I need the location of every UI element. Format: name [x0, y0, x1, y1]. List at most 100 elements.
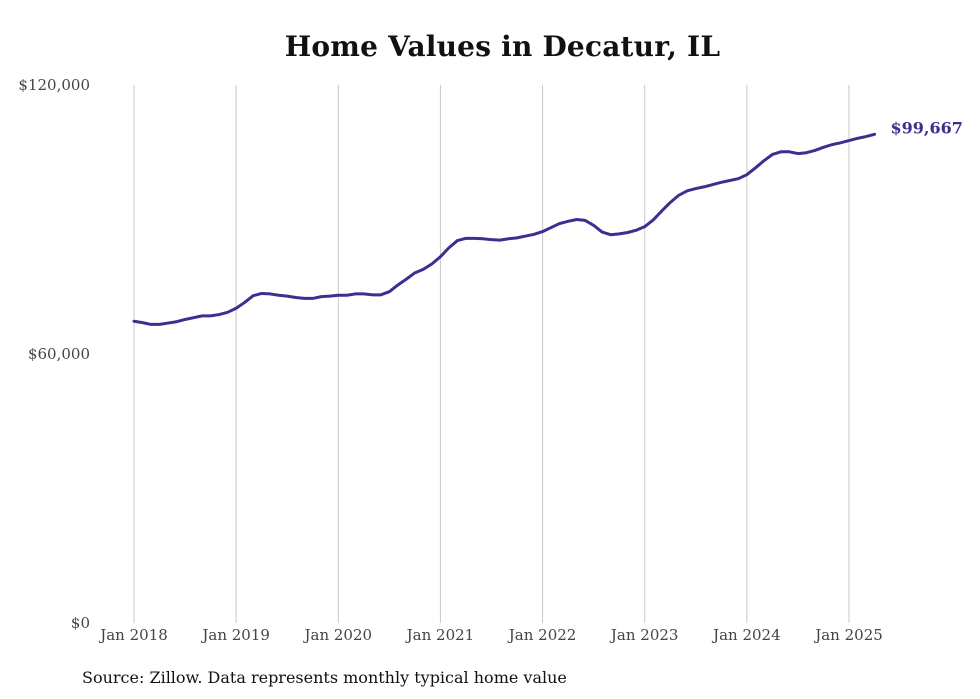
- gridlines: [133, 85, 850, 623]
- data-point-2022-08: [601, 231, 604, 234]
- data-point-2020-07: [388, 290, 391, 293]
- data-point-2021-12: [533, 233, 536, 236]
- data-point-2024-01: [745, 173, 748, 176]
- data-point-2024-07: [796, 152, 799, 155]
- source-note: Source: Zillow. Data represents monthly …: [82, 668, 567, 687]
- data-point-2023-07: [694, 187, 697, 190]
- data-point-2024-06: [788, 150, 791, 153]
- data-point-2023-01: [643, 225, 646, 228]
- data-point-2018-07: [184, 318, 187, 321]
- data-point-2024-03: [762, 159, 765, 162]
- x-tick-label: Jan 2023: [609, 626, 679, 644]
- data-point-2018-02: [141, 321, 144, 324]
- data-point-2022-04: [567, 220, 570, 223]
- label-layer: $99,667: [891, 118, 963, 137]
- data-point-2024-12: [839, 141, 842, 144]
- x-tick-label: Jan 2018: [98, 626, 168, 644]
- series-line-home-value: [132, 132, 877, 326]
- data-point-2021-03: [456, 239, 459, 242]
- data-point-2024-08: [805, 151, 808, 154]
- data-point-2020-12: [430, 262, 433, 265]
- data-point-2024-02: [754, 166, 757, 169]
- end-value-label: $99,667: [891, 118, 963, 137]
- data-point-2018-12: [226, 311, 229, 314]
- data-point-2022-03: [558, 222, 561, 225]
- data-point-2020-01: [337, 294, 340, 297]
- series-layer: [132, 132, 877, 326]
- y-axis: $0 $60,000 $120,000: [18, 76, 90, 632]
- data-point-2018-06: [175, 320, 178, 323]
- data-point-2019-09: [303, 297, 306, 300]
- data-point-2023-10: [720, 181, 723, 184]
- data-point-2023-04: [669, 201, 672, 204]
- data-point-2021-08: [499, 239, 502, 242]
- data-point-2019-06: [277, 294, 280, 297]
- data-point-2022-12: [635, 229, 638, 232]
- data-point-2018-11: [218, 313, 221, 316]
- data-point-2023-09: [711, 183, 714, 186]
- data-point-2022-07: [592, 224, 595, 227]
- data-point-2023-06: [686, 189, 689, 192]
- data-point-2024-09: [813, 149, 816, 152]
- data-point-2020-06: [379, 293, 382, 296]
- y-tick-label: $0: [71, 614, 90, 632]
- data-point-2022-01: [541, 230, 544, 233]
- y-tick-label: $120,000: [18, 76, 90, 94]
- data-point-2024-05: [779, 150, 782, 153]
- data-point-2022-06: [584, 219, 587, 222]
- x-tick-label: Jan 2022: [507, 626, 577, 644]
- data-point-2021-07: [490, 238, 493, 241]
- data-point-2022-05: [575, 218, 578, 221]
- data-point-2020-08: [396, 283, 399, 286]
- data-point-2021-04: [464, 237, 467, 240]
- data-point-2020-04: [362, 292, 365, 295]
- x-tick-label: Jan 2025: [813, 626, 883, 644]
- data-point-2019-10: [311, 297, 314, 300]
- data-point-2025-01: [848, 139, 851, 142]
- data-point-2023-08: [703, 185, 706, 188]
- x-tick-label: Jan 2020: [303, 626, 373, 644]
- data-point-2019-08: [294, 296, 297, 299]
- data-point-2024-11: [830, 143, 833, 146]
- data-point-2021-02: [447, 246, 450, 249]
- data-point-2018-10: [209, 314, 212, 317]
- y-tick-label: $60,000: [28, 345, 90, 363]
- data-point-2021-09: [507, 237, 510, 240]
- data-point-2021-10: [516, 236, 519, 239]
- data-point-2018-04: [158, 323, 161, 326]
- data-point-2020-09: [405, 278, 408, 281]
- data-point-2018-03: [150, 323, 153, 326]
- data-point-2020-11: [422, 268, 425, 271]
- data-point-2019-07: [286, 295, 289, 298]
- data-point-2020-03: [354, 292, 357, 295]
- data-point-2022-11: [626, 231, 629, 234]
- data-point-2025-04: [873, 133, 876, 136]
- data-point-2020-05: [371, 293, 374, 296]
- chart-title: Home Values in Decatur, IL: [284, 30, 721, 63]
- data-point-2021-06: [481, 237, 484, 240]
- data-point-2021-05: [473, 237, 476, 240]
- data-point-2019-01: [235, 307, 238, 310]
- x-tick-label: Jan 2021: [405, 626, 475, 644]
- x-tick-label: Jan 2019: [200, 626, 270, 644]
- data-point-2018-05: [167, 322, 170, 325]
- data-point-2023-12: [737, 177, 740, 180]
- data-point-2018-01: [133, 320, 136, 323]
- data-point-2023-05: [677, 194, 680, 197]
- data-point-2024-04: [771, 153, 774, 156]
- data-point-2019-04: [260, 292, 263, 295]
- data-point-2023-03: [660, 209, 663, 212]
- data-point-2018-09: [201, 314, 204, 317]
- data-point-2019-12: [328, 295, 331, 298]
- data-point-2022-09: [609, 233, 612, 236]
- data-point-2022-02: [550, 226, 553, 229]
- data-point-2024-10: [822, 146, 825, 149]
- data-point-2021-11: [524, 235, 527, 238]
- data-point-2019-05: [269, 292, 272, 295]
- data-point-2019-02: [243, 301, 246, 304]
- data-point-2025-02: [856, 137, 859, 140]
- data-point-2025-03: [865, 135, 868, 138]
- x-tick-label: Jan 2024: [711, 626, 781, 644]
